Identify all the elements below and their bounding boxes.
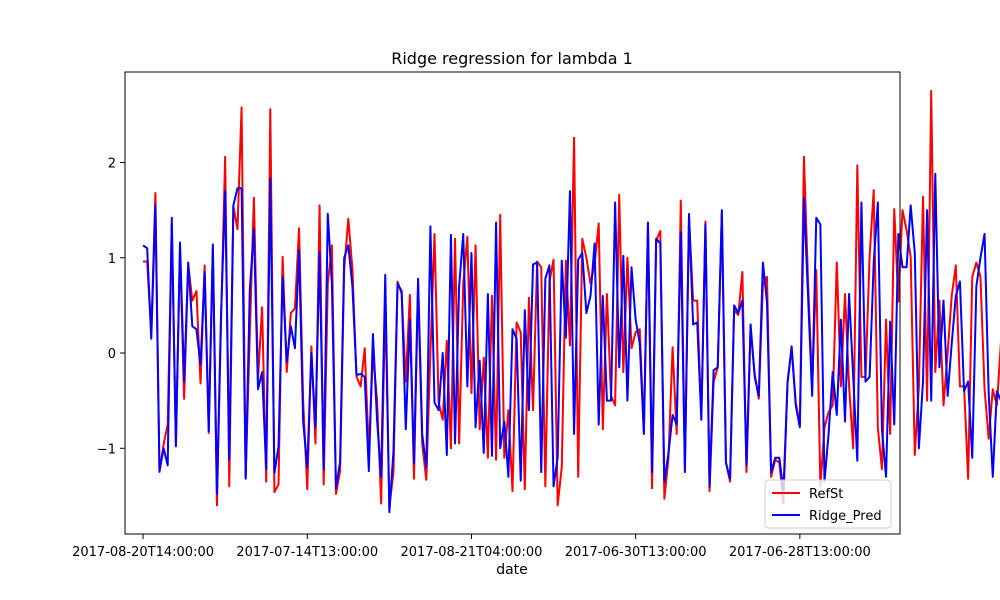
legend-label: RefSt xyxy=(809,487,843,502)
y-axis: −1 0 1 2 xyxy=(97,156,125,457)
plot-layer xyxy=(142,90,1000,514)
x-tick-label: 2017-06-28T13:00:00 xyxy=(729,545,871,560)
series-line-ridge-pred xyxy=(142,172,1000,514)
series-line-refst xyxy=(143,90,1000,509)
legend-label: Ridge_Pred xyxy=(809,509,882,524)
y-tick-label: 2 xyxy=(108,156,116,171)
y-tick-label: −1 xyxy=(97,442,116,457)
x-tick-label: 2017-06-30T13:00:00 xyxy=(565,545,707,560)
x-axis-label: date xyxy=(496,562,528,578)
x-tick-label: 2017-08-20T14:00:00 xyxy=(72,545,214,560)
x-tick-label: 2017-07-14T13:00:00 xyxy=(236,545,378,560)
y-tick-label: 1 xyxy=(108,252,116,267)
chart-title: Ridge regression for lambda 1 xyxy=(391,49,633,68)
legend: RefSt Ridge_Pred xyxy=(764,479,892,529)
x-axis: 2017-08-20T14:00:00 2017-07-14T13:00:00 20… xyxy=(72,534,871,560)
x-tick-label: 2017-08-21T04:00:00 xyxy=(401,545,543,560)
y-tick-label: 0 xyxy=(108,347,116,362)
plot-frame xyxy=(124,71,901,535)
